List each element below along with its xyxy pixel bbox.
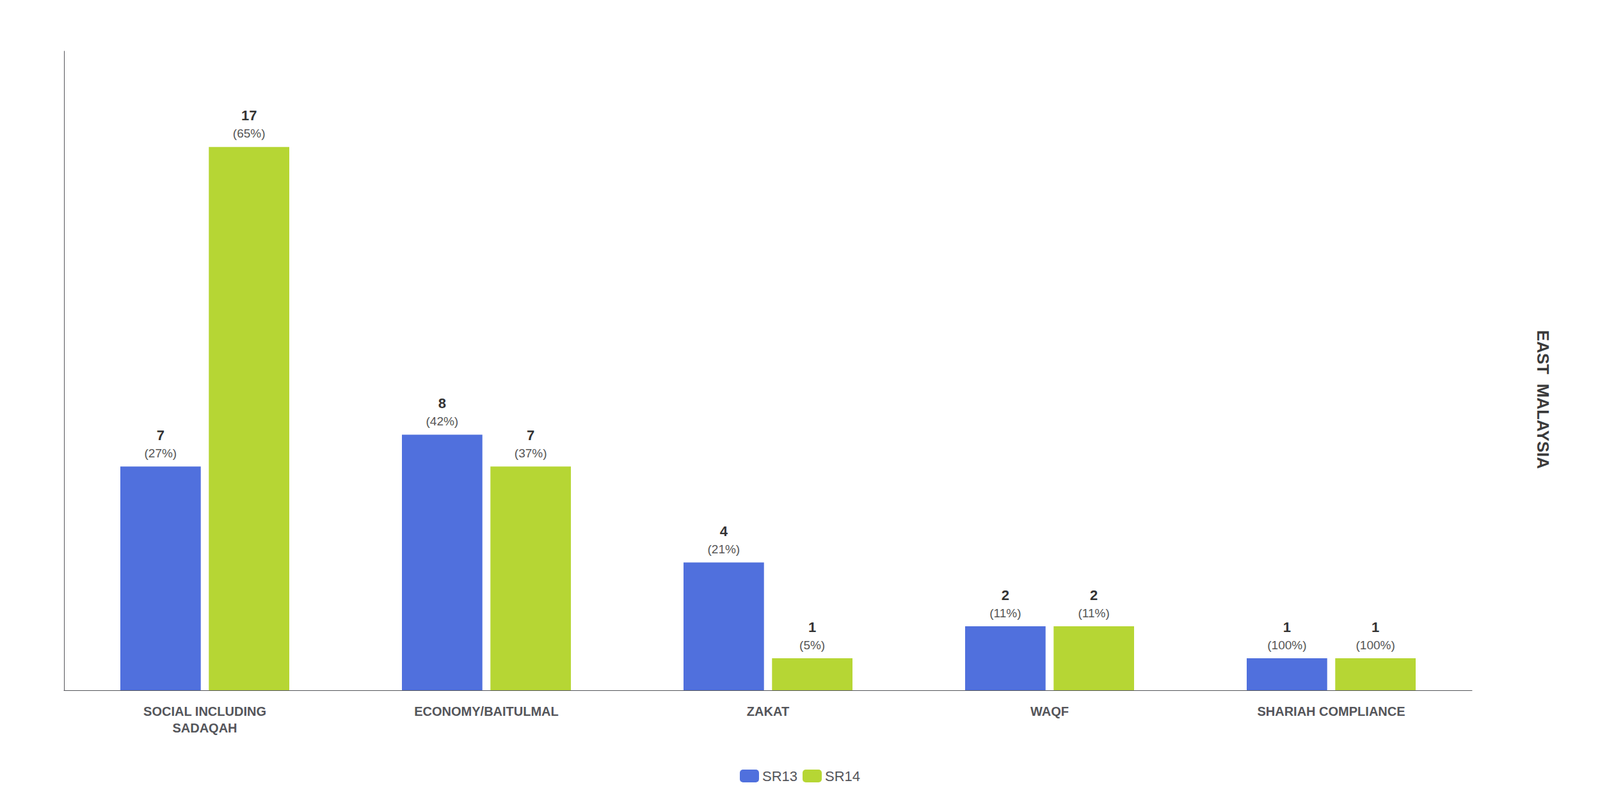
svg-text:4: 4 <box>720 523 729 540</box>
svg-text:ZAKAT: ZAKAT <box>746 704 790 719</box>
svg-text:(11%): (11%) <box>1078 606 1110 621</box>
svg-text:(37%): (37%) <box>514 446 548 461</box>
svg-text:1: 1 <box>808 619 816 636</box>
svg-text:(100%): (100%) <box>1267 638 1307 653</box>
svg-text:(65%): (65%) <box>232 126 266 141</box>
svg-text:1: 1 <box>1371 619 1380 636</box>
svg-text:WAQF: WAQF <box>1030 704 1069 719</box>
svg-text:ECONOMY/BAITULMAL: ECONOMY/BAITULMAL <box>414 704 559 719</box>
svg-text:(21%): (21%) <box>707 542 741 557</box>
svg-text:1: 1 <box>1283 619 1291 636</box>
svg-text:2: 2 <box>1089 587 1098 604</box>
svg-text:7: 7 <box>156 427 165 444</box>
svg-text:EAST MALAYSIA: EAST MALAYSIA <box>1533 330 1553 470</box>
svg-text:SADAQAH: SADAQAH <box>172 721 237 736</box>
svg-text:2: 2 <box>1001 587 1010 604</box>
svg-text:(5%): (5%) <box>799 638 825 653</box>
svg-text:SR13: SR13 <box>762 768 798 785</box>
svg-text:8: 8 <box>438 395 447 412</box>
svg-text:SR14: SR14 <box>824 768 861 785</box>
svg-text:(100%): (100%) <box>1356 638 1396 653</box>
svg-text:SHARIAH COMPLIANCE: SHARIAH COMPLIANCE <box>1256 704 1405 719</box>
svg-text:7: 7 <box>526 427 535 444</box>
svg-text:(27%): (27%) <box>144 446 178 461</box>
svg-text:(42%): (42%) <box>426 414 459 429</box>
svg-text:SOCIAL INCLUDING: SOCIAL INCLUDING <box>143 704 267 719</box>
svg-text:17: 17 <box>241 107 257 124</box>
svg-text:(11%): (11%) <box>989 606 1021 621</box>
